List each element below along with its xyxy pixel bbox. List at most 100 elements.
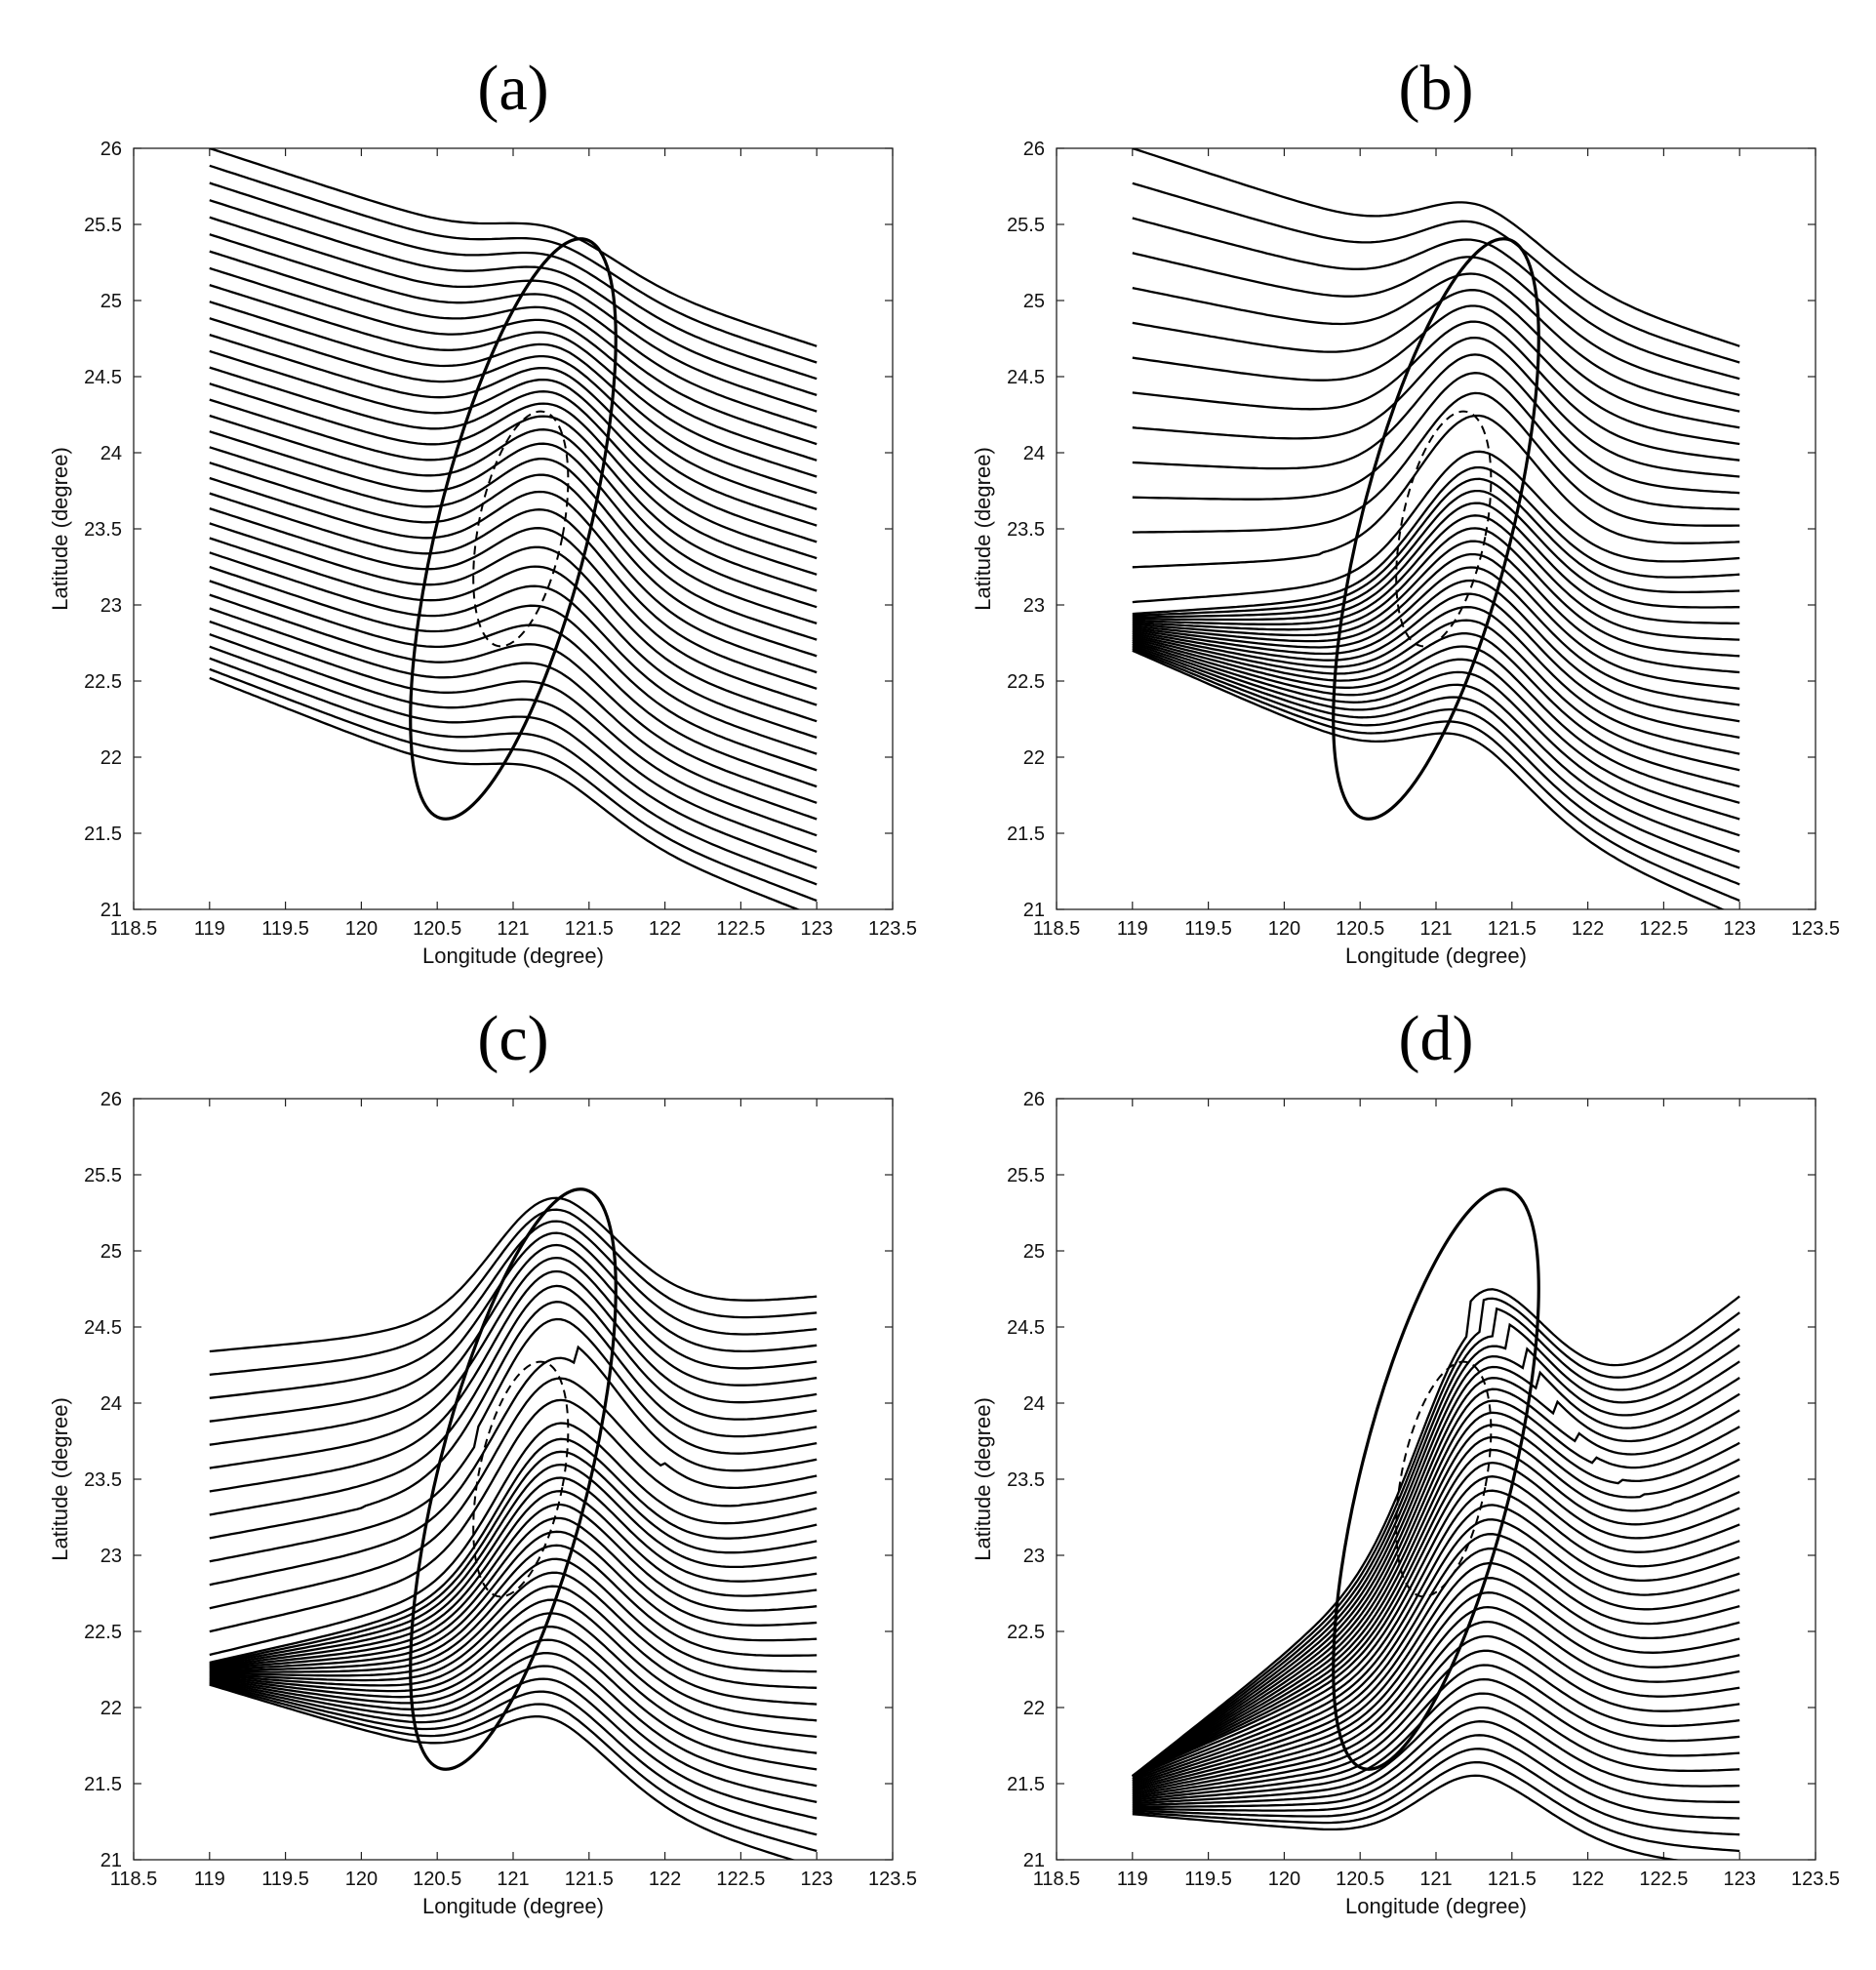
- streamline: [1132, 1297, 1740, 1778]
- y-axis-label: Latitude (degree): [971, 1397, 995, 1561]
- x-tick-label: 123.5: [1791, 918, 1840, 940]
- x-tick-label: 118.5: [1033, 918, 1081, 940]
- streamline: [209, 266, 818, 462]
- y-tick-label: 22.5: [1007, 1622, 1045, 1643]
- x-tick-label: 122.5: [1639, 918, 1688, 940]
- x-tick-label: 120.5: [1336, 1869, 1384, 1890]
- x-tick-label: 119.5: [261, 918, 309, 940]
- y-tick-label: 23: [100, 1546, 122, 1567]
- streamline: [1132, 414, 1740, 569]
- y-tick-label: 25: [100, 1241, 122, 1263]
- streamline: [1132, 1448, 1740, 1778]
- streamline: [1132, 1377, 1740, 1778]
- streamline: [1132, 489, 1740, 619]
- streamline: [1132, 644, 1740, 869]
- streamline: [1132, 1677, 1740, 1803]
- streamline: [209, 1557, 818, 1673]
- y-tick-label: 23.5: [84, 1469, 122, 1491]
- streamline: [1132, 649, 1726, 909]
- streamline: [209, 633, 818, 853]
- streamline: [209, 1450, 818, 1666]
- streamlines: [209, 1196, 818, 1860]
- streamline: [209, 1665, 818, 1804]
- y-axis-label: Latitude (degree): [971, 447, 995, 611]
- x-axis-label: Longitude (degree): [1345, 944, 1527, 968]
- streamline: [209, 1345, 818, 1587]
- outer-ellipse: [1332, 237, 1540, 821]
- y-tick-label: 22: [100, 747, 122, 769]
- streamline: [1132, 353, 1740, 495]
- x-tick-label: 120.5: [413, 918, 461, 940]
- streamline: [209, 349, 818, 543]
- x-tick-label: 118.5: [110, 918, 158, 940]
- streamline: [209, 366, 818, 560]
- streamline: [1132, 1591, 1740, 1792]
- streamline: [209, 334, 818, 527]
- streamline: [1132, 304, 1740, 446]
- streamline: [1132, 391, 1740, 534]
- streamline: [209, 1625, 818, 1754]
- y-tick-label: 26: [100, 139, 122, 160]
- streamline: [209, 1256, 818, 1469]
- streamline: [209, 522, 818, 723]
- x-tick-label: 119.5: [261, 1869, 309, 1890]
- streamline: [209, 1516, 818, 1670]
- streamline: [1132, 1307, 1740, 1778]
- streamline: [1132, 1774, 1682, 1860]
- streamline: [1132, 1411, 1740, 1778]
- y-tick-label: 21: [100, 900, 122, 921]
- y-tick-label: 26: [1023, 1089, 1045, 1110]
- y-tick-label: 22: [1023, 747, 1045, 769]
- y-tick-label: 23: [1023, 1546, 1045, 1567]
- outer-ellipse: [409, 1187, 618, 1771]
- streamline: [1132, 1347, 1740, 1778]
- streamline: [1132, 1424, 1740, 1778]
- y-tick-label: 24.5: [1007, 367, 1045, 388]
- streamline: [209, 1231, 818, 1423]
- streamline: [1132, 540, 1740, 674]
- streamline: [209, 1544, 818, 1672]
- streamline: [1132, 579, 1740, 723]
- x-tick-label: 123: [801, 1869, 833, 1890]
- panel-title: (b): [1399, 53, 1474, 124]
- streamline: [209, 1317, 818, 1563]
- streamline: [1132, 1461, 1740, 1778]
- streamline: [209, 1284, 818, 1516]
- streamline: [209, 462, 818, 658]
- streamline: [209, 1677, 818, 1820]
- x-tick-label: 119: [194, 1869, 225, 1890]
- y-tick-label: 24.5: [84, 1317, 122, 1339]
- streamline: [209, 476, 818, 674]
- panel-title: (c): [477, 1003, 548, 1074]
- streamline: [209, 181, 818, 381]
- streamline: [209, 164, 818, 364]
- y-tick-label: 24.5: [1007, 1317, 1045, 1339]
- streamline: [209, 284, 818, 478]
- streamline: [1132, 272, 1740, 413]
- x-tick-label: 121.5: [565, 918, 614, 940]
- streamline: [209, 1243, 818, 1446]
- x-tick-label: 123: [1724, 1869, 1756, 1890]
- streamline: [1132, 336, 1740, 478]
- streamline: [209, 1681, 818, 1836]
- streamline: [1132, 1577, 1740, 1791]
- streamline: [209, 233, 818, 429]
- streamline: [1132, 646, 1740, 886]
- inner-ellipse: [472, 1360, 570, 1598]
- streamline: [1132, 619, 1740, 772]
- streamline: [209, 301, 818, 495]
- x-tick-label: 122: [1572, 1869, 1604, 1890]
- x-axis-label: Longitude (degree): [422, 944, 604, 968]
- inner-ellipse: [1395, 1360, 1493, 1598]
- streamline: [1132, 1634, 1740, 1798]
- panel-title: (d): [1399, 1003, 1474, 1074]
- x-axis-label: Longitude (degree): [422, 1894, 604, 1918]
- y-tick-label: 23.5: [84, 519, 122, 541]
- streamline: [209, 430, 818, 624]
- streamline: [209, 1652, 818, 1788]
- streamline: [1132, 514, 1740, 641]
- x-tick-label: 120.5: [413, 1869, 461, 1890]
- streamline: [209, 1377, 818, 1610]
- streamline: [1132, 1504, 1740, 1783]
- streamline: [1132, 372, 1740, 511]
